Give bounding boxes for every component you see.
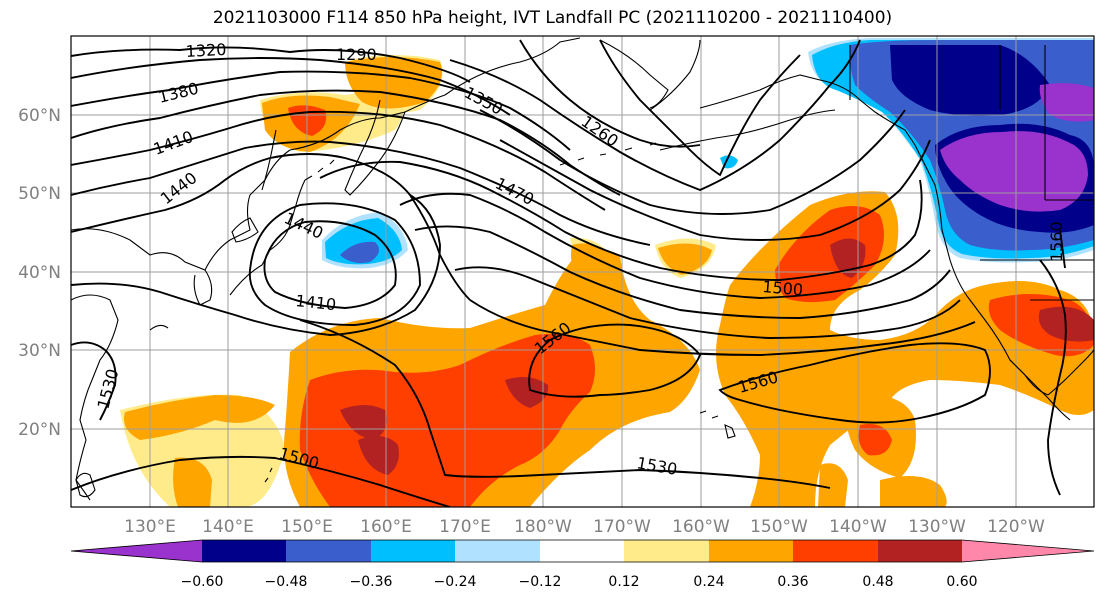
colorbar-segment [709, 540, 793, 562]
lon-label: 120°W [987, 517, 1045, 537]
lat-label: 60°N [18, 106, 61, 126]
contour-label: 1320 [185, 40, 227, 61]
lon-label: 170°E [439, 517, 491, 537]
ivt-shading [71, 36, 1094, 507]
ivt-negative-east [808, 38, 1094, 263]
colorbar-segment [878, 540, 962, 562]
height-contours [71, 39, 1067, 507]
longitude-labels: 130°E 140°E 150°E 160°E 170°E 180°W 170°… [124, 517, 1045, 537]
lon-label: 180°W [514, 517, 572, 537]
colorbar-segment [624, 540, 709, 562]
colorbar-tick-label: −0.36 [350, 574, 393, 590]
colorbar-tick-label: −0.12 [519, 574, 562, 590]
contour-label: 1290 [336, 45, 377, 64]
colorbar-segment [371, 540, 455, 562]
lon-label: 150°W [750, 517, 808, 537]
colorbar-outline [70, 539, 1095, 563]
colorbar-tick-label: 0.36 [777, 574, 808, 590]
colorbar-tick-label: 0.48 [862, 574, 893, 590]
colorbar-tick-label: 0.12 [608, 574, 639, 590]
contour-label: 1560 [1047, 221, 1066, 262]
map-title: 2021103000 F114 850 hPa height, IVT Land… [212, 8, 893, 28]
lon-label: 140°W [829, 517, 887, 537]
lon-label: 140°E [202, 517, 254, 537]
colorbar-segment [540, 540, 624, 562]
colorbar-segment [793, 540, 878, 562]
lat-label: 50°N [18, 184, 61, 204]
colorbar-segment [202, 540, 286, 562]
lon-label: 170°W [593, 517, 651, 537]
colorbar-extend-max [962, 540, 1094, 562]
lon-label: 130°E [124, 517, 176, 537]
lon-label: 160°W [672, 517, 730, 537]
lat-label: 20°N [18, 420, 61, 440]
lon-label: 150°E [281, 517, 333, 537]
colorbar-ticks: −0.60 −0.48 −0.36 −0.24 −0.12 0.12 0.24 … [181, 574, 978, 590]
lat-label: 30°N [18, 341, 61, 361]
contour-label: 1410 [295, 291, 337, 314]
colorbar: −0.60 −0.48 −0.36 −0.24 −0.12 0.12 0.24 … [70, 539, 1095, 590]
lon-label: 160°E [360, 517, 412, 537]
lat-label: 40°N [18, 263, 61, 283]
colorbar-segment [286, 540, 371, 562]
lon-label: 130°W [908, 517, 966, 537]
graticule [71, 36, 1094, 507]
colorbar-tick-label: −0.24 [434, 574, 477, 590]
colorbar-tick-label: 0.24 [693, 574, 724, 590]
contour-label: 1500 [762, 277, 804, 299]
plot-frame [70, 35, 1095, 508]
latitude-labels: 60°N 50°N 40°N 30°N 20°N [18, 106, 61, 440]
colorbar-tick-label: 0.60 [946, 574, 977, 590]
colorbar-segments [70, 539, 1095, 563]
colorbar-extend-min [71, 540, 202, 562]
colorbar-tick-label: −0.60 [181, 574, 224, 590]
colorbar-segment [455, 540, 540, 562]
colorbar-tick-label: −0.48 [265, 574, 308, 590]
